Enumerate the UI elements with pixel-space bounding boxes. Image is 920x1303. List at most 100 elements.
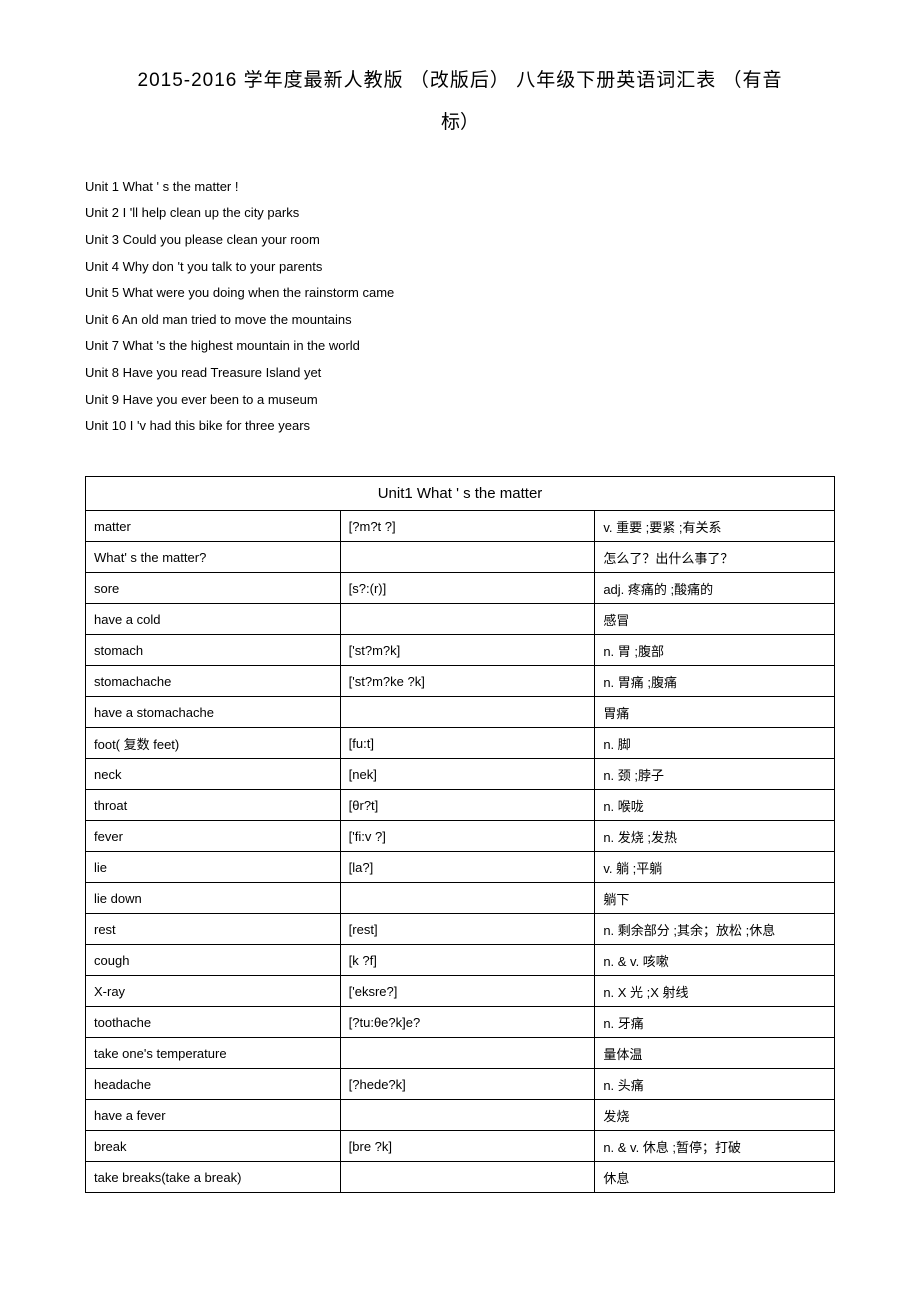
word-cell: take one's temperature [86, 1038, 341, 1069]
definition-cell: n. 颈 ;脖子 [595, 759, 835, 790]
phonetic-cell: [?hede?k] [340, 1069, 595, 1100]
word-cell: toothache [86, 1007, 341, 1038]
unit-list-item: Unit 6 An old man tried to move the moun… [85, 307, 835, 334]
table-row: matter[?m?t ?]v. 重要 ;要紧 ;有关系 [86, 511, 835, 542]
title-line-2: 标） [85, 102, 835, 144]
table-header-row: Unit1 What ' s the matter [86, 477, 835, 511]
word-cell: have a cold [86, 604, 341, 635]
unit-list-item: Unit 8 Have you read Treasure Island yet [85, 360, 835, 387]
phonetic-cell [340, 604, 595, 635]
word-cell: stomach [86, 635, 341, 666]
word-cell: lie down [86, 883, 341, 914]
definition-cell: 量体温 [595, 1038, 835, 1069]
definition-cell: v. 躺 ;平躺 [595, 852, 835, 883]
phonetic-cell: [bre ?k] [340, 1131, 595, 1162]
phonetic-cell [340, 1162, 595, 1193]
table-row: have a cold 感冒 [86, 604, 835, 635]
unit-list-item: Unit 2 I 'll help clean up the city park… [85, 200, 835, 227]
definition-cell: n. 胃痛 ;腹痛 [595, 666, 835, 697]
phonetic-cell [340, 1038, 595, 1069]
table-row: stomachache['st?m?ke ?k]n. 胃痛 ;腹痛 [86, 666, 835, 697]
definition-cell: n. & v. 休息 ;暂停；打破 [595, 1131, 835, 1162]
table-row: cough[k ?f]n. & v. 咳嗽 [86, 945, 835, 976]
definition-cell: n. & v. 咳嗽 [595, 945, 835, 976]
phonetic-cell: [nek] [340, 759, 595, 790]
word-cell: break [86, 1131, 341, 1162]
table-row: What' s the matter?怎么了？出什么事了？ [86, 542, 835, 573]
table-row: throat[θr?t]n. 喉咙 [86, 790, 835, 821]
word-cell: rest [86, 914, 341, 945]
phonetic-cell: ['eksre?] [340, 976, 595, 1007]
definition-cell: 躺下 [595, 883, 835, 914]
unit-list-item: Unit 5 What were you doing when the rain… [85, 280, 835, 307]
table-row: stomach['st?m?k]n. 胃 ;腹部 [86, 635, 835, 666]
table-row: neck[nek]n. 颈 ;脖子 [86, 759, 835, 790]
phonetic-cell [340, 1100, 595, 1131]
word-cell: fever [86, 821, 341, 852]
word-cell: throat [86, 790, 341, 821]
word-cell: foot( 复数 feet) [86, 728, 341, 759]
table-header-cell: Unit1 What ' s the matter [86, 477, 835, 511]
phonetic-cell [340, 542, 595, 573]
table-row: have a stomachache 胃痛 [86, 697, 835, 728]
word-cell: stomachache [86, 666, 341, 697]
table-row: take breaks(take a break) 休息 [86, 1162, 835, 1193]
phonetic-cell: [la?] [340, 852, 595, 883]
word-cell: lie [86, 852, 341, 883]
phonetic-cell: [?tu:θe?k]e? [340, 1007, 595, 1038]
table-row: fever['fi:v ?]n. 发烧 ;发热 [86, 821, 835, 852]
definition-cell: 发烧 [595, 1100, 835, 1131]
definition-cell: n. X 光 ;X 射线 [595, 976, 835, 1007]
definition-cell: n. 胃 ;腹部 [595, 635, 835, 666]
definition-cell: n. 牙痛 [595, 1007, 835, 1038]
unit-list-item: Unit 4 Why don 't you talk to your paren… [85, 254, 835, 281]
phonetic-cell: [k ?f] [340, 945, 595, 976]
word-cell: have a fever [86, 1100, 341, 1131]
word-cell: X-ray [86, 976, 341, 1007]
table-row: lie[la?]v. 躺 ;平躺 [86, 852, 835, 883]
phonetic-cell: [rest] [340, 914, 595, 945]
unit-list: Unit 1 What ' s the matter !Unit 2 I 'll… [85, 174, 835, 440]
unit-list-item: Unit 1 What ' s the matter ! [85, 174, 835, 201]
word-cell: take breaks(take a break) [86, 1162, 341, 1193]
definition-cell: n. 剩余部分 ;其余；放松 ;休息 [595, 914, 835, 945]
definition-cell: v. 重要 ;要紧 ;有关系 [595, 511, 835, 542]
unit-list-item: Unit 7 What 's the highest mountain in t… [85, 333, 835, 360]
table-row: headache[?hede?k]n. 头痛 [86, 1069, 835, 1100]
phonetic-cell: ['fi:v ?] [340, 821, 595, 852]
word-cell: neck [86, 759, 341, 790]
table-row: foot( 复数 feet)[fu:t]n. 脚 [86, 728, 835, 759]
definition-cell: n. 头痛 [595, 1069, 835, 1100]
table-row: have a fever 发烧 [86, 1100, 835, 1131]
definition-cell: n. 脚 [595, 728, 835, 759]
phonetic-cell: ['st?m?k] [340, 635, 595, 666]
phonetic-cell: [s?:(r)] [340, 573, 595, 604]
unit-list-item: Unit 3 Could you please clean your room [85, 227, 835, 254]
phonetic-cell [340, 697, 595, 728]
word-cell: sore [86, 573, 341, 604]
table-row: break[bre ?k]n. & v. 休息 ;暂停；打破 [86, 1131, 835, 1162]
table-row: lie down 躺下 [86, 883, 835, 914]
definition-cell: 胃痛 [595, 697, 835, 728]
table-row: X-ray['eksre?]n. X 光 ;X 射线 [86, 976, 835, 1007]
word-cell: headache [86, 1069, 341, 1100]
word-cell: matter [86, 511, 341, 542]
unit-list-item: Unit 9 Have you ever been to a museum [85, 387, 835, 414]
document-title: 2015-2016 学年度最新人教版 （改版后） 八年级下册英语词汇表 （有音 … [85, 60, 835, 144]
phonetic-cell: ['st?m?ke ?k] [340, 666, 595, 697]
definition-cell: n. 喉咙 [595, 790, 835, 821]
table-row: toothache[?tu:θe?k]e?n. 牙痛 [86, 1007, 835, 1038]
unit-list-item: Unit 10 I 'v had this bike for three yea… [85, 413, 835, 440]
definition-cell: 怎么了？出什么事了？ [595, 542, 835, 573]
definition-cell: 休息 [595, 1162, 835, 1193]
definition-cell: 感冒 [595, 604, 835, 635]
word-cell: have a stomachache [86, 697, 341, 728]
table-row: sore[s?:(r)]adj. 疼痛的 ;酸痛的 [86, 573, 835, 604]
phonetic-cell [340, 883, 595, 914]
table-row: take one's temperature 量体温 [86, 1038, 835, 1069]
definition-cell: n. 发烧 ;发热 [595, 821, 835, 852]
phonetic-cell: [?m?t ?] [340, 511, 595, 542]
vocabulary-table: Unit1 What ' s the matter matter[?m?t ?]… [85, 476, 835, 1193]
title-line-1: 2015-2016 学年度最新人教版 （改版后） 八年级下册英语词汇表 （有音 [85, 60, 835, 102]
table-row: rest[rest]n. 剩余部分 ;其余；放松 ;休息 [86, 914, 835, 945]
